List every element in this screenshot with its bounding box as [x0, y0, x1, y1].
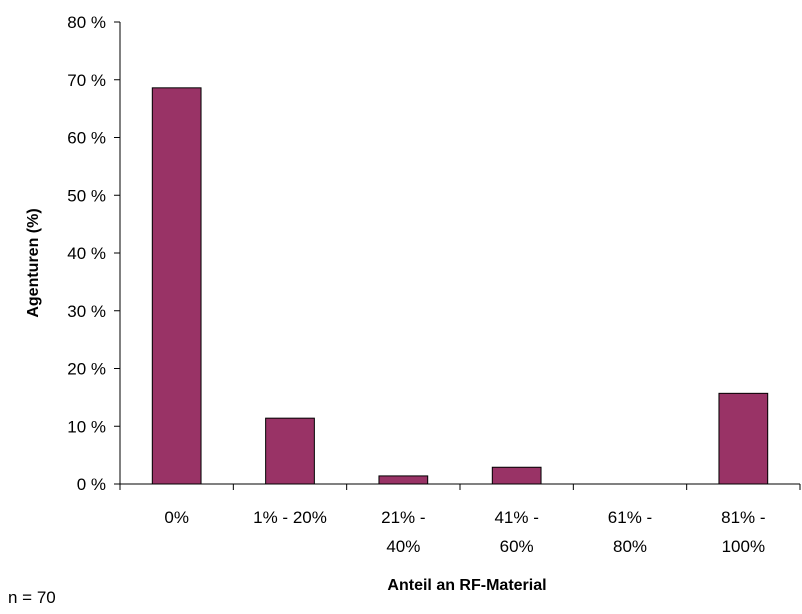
- y-tick-label: 20 %: [67, 360, 106, 379]
- bar: [718, 392, 769, 485]
- y-tick-label: 30 %: [67, 302, 106, 321]
- x-tick-label: 81% -100%: [721, 508, 765, 556]
- sample-size-note: n = 70: [8, 588, 56, 607]
- y-tick-label: 70 %: [67, 71, 106, 90]
- y-tick-label: 10 %: [67, 417, 106, 436]
- x-axis-title: Anteil an RF-Material: [387, 577, 546, 594]
- y-axis-ticks: 0 % 10 % 20 % 30 % 40 % 50 % 60 % 70 % 80 %: [67, 13, 120, 494]
- x-tick-label: 61% -80%: [608, 508, 652, 556]
- bar: [378, 475, 429, 485]
- x-axis-ticks: 0% 1% - 20% 21% -40% 41% -60% 61% -80% 81% -1…: [119, 484, 801, 556]
- x-tick-label: 0%: [164, 508, 189, 527]
- y-tick-label: 60 %: [67, 129, 106, 148]
- bar: [265, 417, 315, 485]
- x-tick-label: 21% -40%: [381, 508, 425, 556]
- y-tick-label: 50 %: [67, 186, 106, 205]
- bar: [151, 87, 202, 485]
- bars: [151, 87, 769, 485]
- bar: [491, 466, 542, 485]
- y-tick-label: 80 %: [67, 13, 106, 32]
- y-tick-label: 0 %: [77, 475, 106, 494]
- x-tick-label: 1% - 20%: [253, 508, 327, 527]
- y-axis-title: Agenturen (%): [25, 208, 42, 317]
- x-tick-label: 41% -60%: [494, 508, 538, 556]
- y-tick-label: 40 %: [67, 244, 106, 263]
